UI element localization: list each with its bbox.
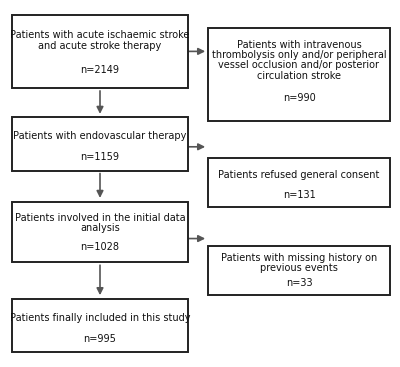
Text: n=1028: n=1028 xyxy=(80,242,120,252)
Text: n=131: n=131 xyxy=(283,190,315,200)
Text: Patients refused general consent: Patients refused general consent xyxy=(218,170,380,180)
FancyBboxPatch shape xyxy=(208,158,390,207)
FancyBboxPatch shape xyxy=(12,15,188,88)
Text: Patients with intravenous: Patients with intravenous xyxy=(237,40,361,50)
Text: n=33: n=33 xyxy=(286,278,312,288)
FancyBboxPatch shape xyxy=(208,246,390,295)
Text: previous events: previous events xyxy=(260,264,338,273)
Text: Patients finally included in this study: Patients finally included in this study xyxy=(10,313,190,323)
Text: n=990: n=990 xyxy=(283,93,315,103)
Text: thrombolysis only and/or peripheral: thrombolysis only and/or peripheral xyxy=(212,50,386,60)
FancyBboxPatch shape xyxy=(12,117,188,171)
FancyBboxPatch shape xyxy=(12,299,188,352)
Text: n=2149: n=2149 xyxy=(80,65,120,75)
Text: Patients with missing history on: Patients with missing history on xyxy=(221,253,377,263)
FancyBboxPatch shape xyxy=(208,28,390,121)
Text: n=995: n=995 xyxy=(84,334,116,344)
Text: analysis: analysis xyxy=(80,223,120,233)
Text: Patients involved in the initial data: Patients involved in the initial data xyxy=(15,213,185,223)
Text: vessel occlusion and/or posterior: vessel occlusion and/or posterior xyxy=(218,61,380,70)
Text: and acute stroke therapy: and acute stroke therapy xyxy=(38,40,162,51)
Text: Patients with endovascular therapy: Patients with endovascular therapy xyxy=(13,131,187,141)
Text: n=1159: n=1159 xyxy=(80,152,120,162)
Text: circulation stroke: circulation stroke xyxy=(257,71,341,81)
FancyBboxPatch shape xyxy=(12,202,188,262)
Text: Patients with acute ischaemic stroke: Patients with acute ischaemic stroke xyxy=(10,30,190,40)
